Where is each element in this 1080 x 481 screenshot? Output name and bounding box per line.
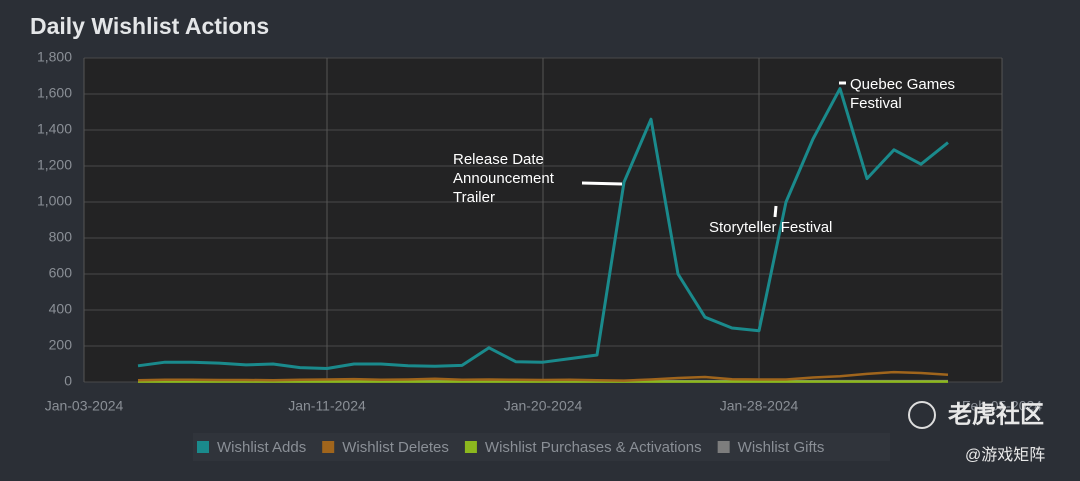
y-tick-label: 0 [64, 373, 72, 389]
legend-label: Wishlist Purchases & Activations [485, 439, 702, 456]
legend-label: Wishlist Gifts [738, 439, 825, 456]
x-tick-label: Jan-03-2024 [45, 398, 124, 414]
y-tick-label: 1,200 [37, 157, 72, 173]
y-tick-label: 1,600 [37, 85, 72, 101]
chart-title: Daily Wishlist Actions [30, 13, 269, 39]
series-line [137, 370, 949, 382]
watermark-logo: 老虎社区 [948, 400, 1044, 428]
y-tick-label: 400 [49, 301, 73, 317]
x-tick-label: Jan-11-2024 [288, 398, 366, 414]
annotation: Festival [850, 95, 902, 112]
annotations: Release Date Announcement Trailer Storyt… [453, 76, 955, 236]
y-tick-label: 1,800 [37, 49, 72, 65]
series-line [137, 87, 949, 370]
marks [137, 87, 949, 383]
annotation: Release Date [453, 151, 544, 168]
legend-swatch [717, 441, 730, 453]
watermark: 老虎社区 @游戏矩阵 [908, 400, 1045, 464]
y-tick-label: 200 [49, 337, 73, 353]
annotation: Announcement [453, 170, 555, 187]
annotation: Storyteller Festival [709, 219, 832, 236]
annotation: Quebec Games [850, 76, 955, 93]
legend-label: Wishlist Adds [217, 439, 306, 456]
legend-label: Wishlist Deletes [342, 439, 449, 456]
legend-swatch [464, 441, 477, 453]
y-tick-label: 600 [49, 265, 73, 281]
x-tick-label: Feb-05-2024 [962, 398, 1042, 414]
legend-box [193, 433, 890, 461]
y-tick-label: 1,400 [37, 121, 72, 137]
annotation-pointer [581, 181, 623, 186]
x-tick-label: Jan-28-2024 [720, 398, 799, 414]
y-tick-label: 800 [49, 229, 73, 245]
annotation-pointer [773, 205, 778, 218]
legend-swatch [322, 441, 335, 453]
watermark-handle: @游戏矩阵 [965, 446, 1045, 464]
x-tick-label: Jan-20-2024 [504, 398, 583, 414]
y-tick-label: 1,000 [37, 193, 72, 209]
annotation: Trailer [453, 189, 495, 206]
legend-swatch [197, 441, 209, 453]
watermark-icon [908, 401, 936, 429]
